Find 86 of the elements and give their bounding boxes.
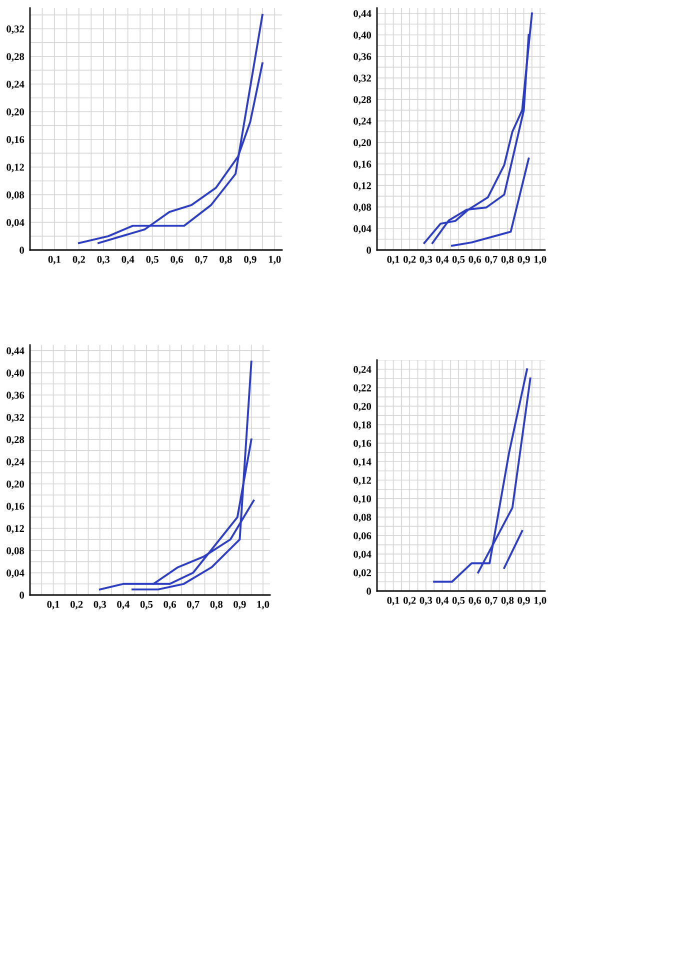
y-tick-label: 0 [366,246,372,254]
x-tick-label: 0,8 [210,600,223,610]
y-tick-label: 0 [20,592,24,599]
y-tick-label: 0,32 [354,74,371,84]
x-tick-label: 0,3 [97,256,110,264]
y-tick-label: 0,20 [6,108,24,117]
y-tick-label: 0,08 [6,191,24,200]
y-tick-label: 0,40 [6,369,24,378]
y-tick-label: 0,24 [354,366,372,374]
x-tick-label: 0,4 [117,600,130,610]
y-tick-label: 0,18 [354,421,372,430]
y-tick-label: 0,04 [354,225,372,234]
y-tick-label: 0 [366,588,372,595]
x-tick-label: 0,9 [518,256,530,264]
y-tick-label: 0,36 [354,53,372,62]
x-tick-label: 0,6 [164,600,176,610]
y-tick-label: 0,12 [6,525,24,534]
x-tick-label: 0,2 [72,256,85,264]
y-tick-label: 0,16 [354,440,372,448]
y-tick-label: 0,04 [6,569,24,578]
x-tick-label: 0,6 [170,256,183,264]
y-tick-label: 0,24 [6,458,24,467]
y-tick-label: 0,12 [6,164,24,172]
y-tick-label: 0,12 [354,182,371,191]
x-tick-label: 0,2 [404,256,416,264]
y-tick-label: 0,20 [354,139,372,148]
x-tick-label: 1,0 [534,256,546,264]
y-tick-label: 0,20 [6,480,24,490]
x-tick-label: 1,0 [257,600,270,610]
x-tick-label: 0,4 [122,256,134,264]
x-tick-label: 0,5 [452,596,465,606]
x-tick-label: 0,8 [501,256,514,264]
y-tick-label: 0,08 [354,204,372,212]
y-tick-label: 0,44 [354,10,372,19]
y-tick-label: 0,12 [354,476,371,486]
x-tick-label: 0,7 [485,596,498,606]
y-tick-label: 0,02 [354,569,371,578]
x-tick-label: 0,5 [146,256,158,264]
y-tick-label: 0,16 [6,502,24,512]
y-tick-label: 0,20 [354,402,372,412]
x-tick-label: 0,5 [140,600,153,610]
y-tick-label: 0,44 [6,347,24,356]
x-tick-label: 0,5 [452,256,465,264]
y-tick-label: 0,24 [6,80,24,90]
x-tick-label: 0,1 [48,256,60,264]
x-tick-label: 0,4 [436,596,449,606]
x-tick-label: 0,6 [468,256,482,264]
y-tick-label: 0,08 [354,514,372,522]
y-tick-label: 0 [20,246,24,254]
x-tick-label: 0,9 [244,256,256,264]
y-tick-label: 0,10 [354,495,372,504]
x-tick-label: 0,1 [387,256,400,264]
y-tick-label: 0,32 [6,25,24,34]
y-tick-label: 0,14 [354,458,372,467]
y-tick-label: 0,04 [354,550,372,560]
x-tick-label: 0,1 [387,596,400,606]
x-tick-label: 0,3 [94,600,106,610]
x-tick-label: 0,7 [485,256,498,264]
y-tick-label: 0,36 [6,392,24,400]
x-tick-label: 0,3 [420,596,432,606]
y-tick-label: 0,22 [354,384,371,393]
y-tick-label: 0,28 [6,53,24,62]
x-tick-label: 0,8 [220,256,232,264]
y-tick-label: 0,04 [6,219,24,228]
y-tick-label: 0,40 [354,32,372,40]
y-tick-label: 0,06 [354,532,372,541]
x-tick-label: 1,0 [268,256,281,264]
x-tick-label: 0,6 [468,596,482,606]
y-tick-label: 0,32 [6,414,24,422]
x-tick-label: 0,7 [186,600,200,610]
x-tick-label: 0,9 [518,596,530,606]
x-tick-label: 1,0 [534,596,546,606]
y-tick-label: 0,24 [354,118,372,126]
y-tick-label: 0,08 [6,547,24,556]
y-tick-label: 0,28 [6,436,24,445]
x-tick-label: 0,9 [234,600,246,610]
y-tick-label: 0,28 [354,96,372,105]
x-tick-label: 0,8 [501,596,514,606]
y-tick-label: 0,16 [354,160,372,170]
x-tick-label: 0,4 [436,256,449,264]
x-tick-label: 0,2 [70,600,83,610]
x-tick-label: 0,3 [420,256,432,264]
x-tick-label: 0,2 [404,596,416,606]
y-tick-label: 0,16 [6,136,24,145]
x-tick-label: 0,7 [195,256,208,264]
x-tick-label: 0,1 [47,600,60,610]
